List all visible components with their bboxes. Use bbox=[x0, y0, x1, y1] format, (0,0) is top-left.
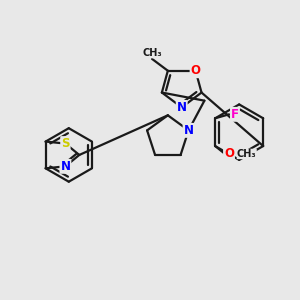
Text: CH₃: CH₃ bbox=[142, 48, 162, 58]
Text: O: O bbox=[190, 64, 201, 77]
Text: F: F bbox=[231, 108, 239, 121]
Text: N: N bbox=[177, 101, 187, 114]
Text: CH₃: CH₃ bbox=[237, 149, 256, 159]
Text: S: S bbox=[61, 137, 70, 150]
Text: O: O bbox=[224, 148, 234, 160]
Text: N: N bbox=[60, 160, 70, 173]
Text: N: N bbox=[184, 124, 194, 137]
